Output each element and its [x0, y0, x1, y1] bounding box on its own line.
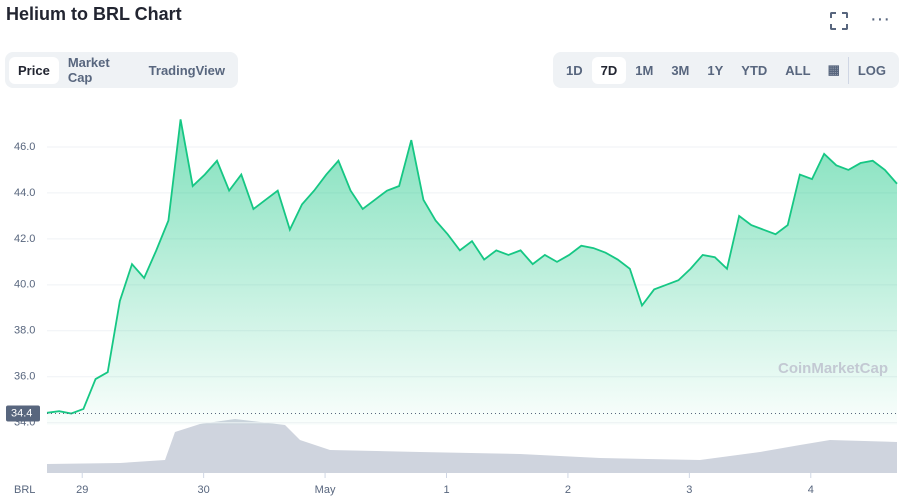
y-tick-label: 36.0: [14, 371, 35, 383]
calendar-icon[interactable]: ▦: [827, 62, 840, 77]
tab[interactable]: Market Cap: [67, 55, 110, 85]
reference-badge: [6, 405, 40, 422]
range[interactable]: ALL: [785, 62, 811, 78]
y-tick-label: 40.0: [14, 279, 35, 291]
range[interactable]: LOG: [847, 56, 895, 84]
range[interactable]: 3M: [671, 62, 690, 78]
volume-area: [47, 419, 897, 473]
y-tick-label: 44.0: [14, 187, 35, 199]
y-tick-label: 46.0: [14, 141, 35, 153]
more-icon[interactable]: ···: [870, 8, 890, 30]
x-tick-label: 1: [443, 484, 449, 496]
x-tick-label: 30: [198, 484, 210, 496]
chart-tabs: Price Market Cap TradingView: [5, 52, 238, 88]
tab[interactable]: Price: [9, 56, 59, 84]
range[interactable]: 1M: [635, 62, 654, 78]
reference-label: 34.4: [11, 407, 32, 419]
title: Helium to BRL Chart: [6, 4, 182, 24]
tab[interactable]: TradingView: [148, 62, 225, 78]
x-axis-label: BRL: [14, 484, 35, 496]
price-line: [46, 119, 898, 415]
x-tick-label: 2: [565, 484, 571, 496]
y-tick-label: 38.0: [14, 325, 35, 337]
watermark: CoinMarketCap: [778, 360, 888, 377]
range[interactable]: YTD: [741, 62, 768, 78]
x-tick-label: 29: [76, 484, 88, 496]
fullscreen-icon[interactable]: [830, 12, 848, 30]
price-area: [47, 119, 897, 425]
x-tick-label: May: [315, 484, 336, 496]
x-tick-label: 3: [686, 484, 692, 496]
range-tabs: 1D 7D 1M 3M 1Y YTD ALL ▦ LOG: [553, 52, 899, 88]
range[interactable]: 1Y: [707, 62, 724, 78]
range[interactable]: 1D: [566, 62, 583, 78]
range[interactable]: 7D: [591, 56, 627, 84]
y-tick-label: 42.0: [14, 233, 35, 245]
x-tick-label: 4: [808, 484, 814, 496]
